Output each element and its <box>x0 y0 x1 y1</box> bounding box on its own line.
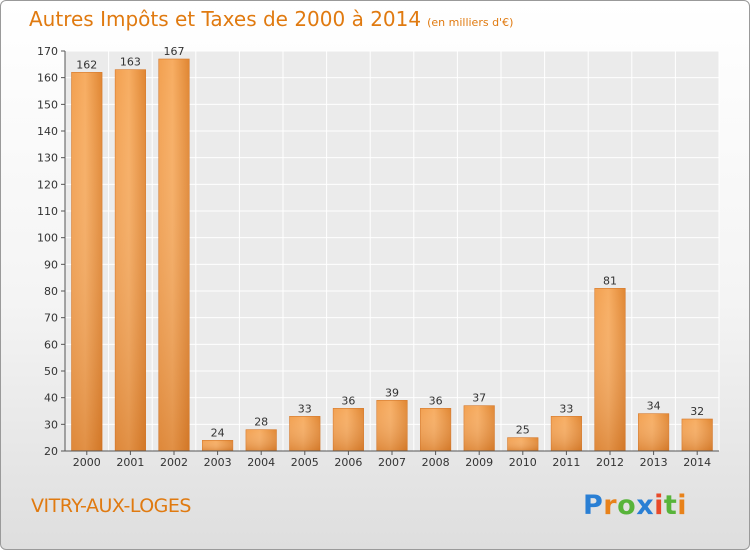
x-tick-label: 2013 <box>640 456 668 469</box>
bar-value-label: 34 <box>647 400 661 413</box>
x-tick-label: 2001 <box>116 456 144 469</box>
y-tick-label: 60 <box>44 338 58 351</box>
bar-shade <box>202 440 233 451</box>
chart-title: Autres Impôts et Taxes de 2000 à 2014 <box>29 7 422 31</box>
logo-letter: t <box>663 490 678 521</box>
x-tick-label: 2005 <box>291 456 319 469</box>
bar-shade <box>463 405 495 451</box>
bar-value-label: 33 <box>298 402 312 415</box>
x-tick-label: 2007 <box>378 456 406 469</box>
bar-shade <box>289 416 321 451</box>
bar-shade <box>594 288 626 451</box>
x-tick-label: 2008 <box>422 456 450 469</box>
y-tick-label: 160 <box>37 72 58 85</box>
y-tick-label: 110 <box>37 205 58 218</box>
x-tick-label: 2012 <box>596 456 624 469</box>
x-tick-label: 2014 <box>683 456 711 469</box>
logo-letter: o <box>617 490 637 521</box>
commune-name: VITRY-AUX-LOGES <box>31 495 191 517</box>
bar-value-label: 39 <box>385 386 399 399</box>
x-tick-label: 2009 <box>465 456 493 469</box>
axes: 20 30 40 50 60 70 80 90 100 110 120 130 140 150 160 170… <box>37 45 719 469</box>
bar-shade <box>638 413 669 451</box>
y-tick-label: 120 <box>37 178 58 191</box>
bar-value-label: 167 <box>164 45 185 58</box>
y-tick-label: 170 <box>37 45 58 58</box>
y-tick-label: 30 <box>44 418 58 431</box>
chart-header: Autres Impôts et Taxes de 2000 à 2014 (en… <box>29 7 513 31</box>
bar-shade <box>115 69 146 452</box>
bars: 162 163 167 24 28 33 36 39 36 37 25 33 81 34 32 <box>71 45 713 452</box>
bar-shade <box>333 408 364 451</box>
bar-shade <box>551 416 582 451</box>
x-tick-label: 2010 <box>509 456 537 469</box>
y-tick-label: 80 <box>44 285 58 298</box>
y-tick-label: 20 <box>44 445 58 458</box>
y-tick-label: 100 <box>37 232 58 245</box>
bar-value-label: 162 <box>76 58 97 71</box>
y-tick-label: 40 <box>44 392 58 405</box>
bar-shade <box>420 408 451 451</box>
y-tick-label: 130 <box>37 152 58 165</box>
x-tick-label: 2011 <box>552 456 580 469</box>
bar-value-label: 36 <box>341 394 355 407</box>
proxiti-logo[interactable]: Proxiti <box>583 490 687 521</box>
bar-value-label: 36 <box>429 394 443 407</box>
logo-letter: x <box>636 490 655 521</box>
bar-value-label: 163 <box>120 56 141 69</box>
logo-letter: i <box>677 490 688 521</box>
bar-shade <box>245 429 277 451</box>
bar-shade <box>681 419 713 451</box>
bar-shade <box>158 59 190 451</box>
x-tick-label: 2004 <box>247 456 275 469</box>
logo-letter: i <box>654 490 664 521</box>
bar-value-label: 24 <box>211 426 225 439</box>
x-tick-label: 2000 <box>73 456 101 469</box>
bar-value-label: 28 <box>254 416 268 429</box>
bar-shade <box>376 400 408 451</box>
x-tick-label: 2002 <box>160 456 188 469</box>
chart-unit: (en milliers d'€) <box>427 16 514 29</box>
y-tick-label: 90 <box>44 258 58 271</box>
bar-value-label: 37 <box>472 392 486 405</box>
bar-value-label: 32 <box>690 405 704 418</box>
logo-letter: r <box>603 490 618 521</box>
y-tick-label: 140 <box>37 125 58 138</box>
x-tick-label: 2003 <box>204 456 232 469</box>
logo-letter: P <box>583 490 604 521</box>
bar-value-label: 33 <box>559 402 573 415</box>
bar-value-label: 81 <box>603 274 617 287</box>
bar-shade <box>71 72 103 451</box>
bar-shade <box>507 437 539 451</box>
y-tick-label: 70 <box>44 312 58 325</box>
y-tick-label: 50 <box>44 365 58 378</box>
y-tick-label: 150 <box>37 98 58 111</box>
bar-value-label: 25 <box>516 424 530 437</box>
x-tick-label: 2006 <box>334 456 362 469</box>
